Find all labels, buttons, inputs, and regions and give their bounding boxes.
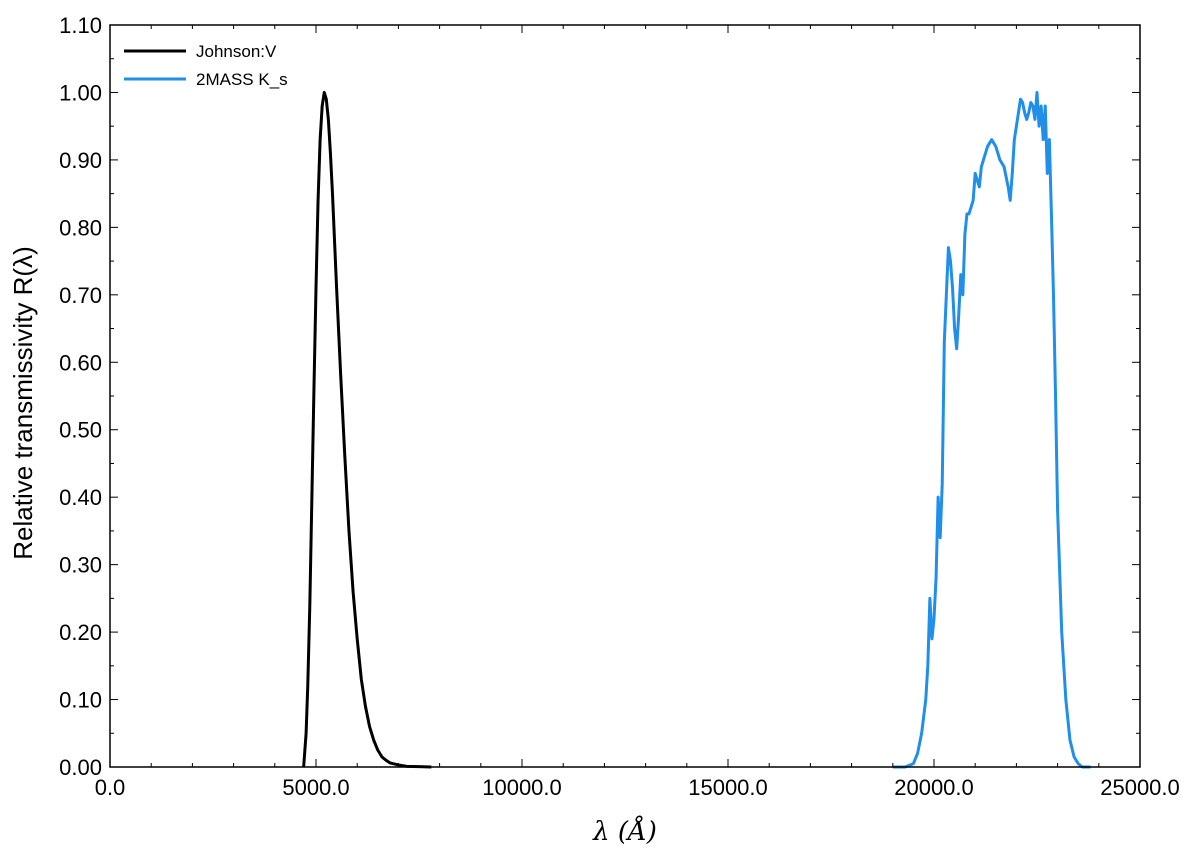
y-tick-label: 0.40 [59,485,102,510]
x-tick-label: 0.0 [95,775,126,800]
x-axis-title: λ (Å) [592,815,657,847]
x-tick-label: 5000.0 [282,775,349,800]
y-tick-label: 0.80 [59,215,102,240]
y-tick-label: 0.60 [59,350,102,375]
y-axis-title: Relative transmissivity R(λ) [8,246,38,560]
y-tick-label: 0.20 [59,620,102,645]
x-tick-label: 15000.0 [688,775,768,800]
x-tick-label: 25000.0 [1100,775,1180,800]
y-tick-label: 1.00 [59,80,102,105]
y-tick-label: 0.90 [59,148,102,173]
series-line-1 [892,90,1091,769]
y-tick-label: 0.00 [59,755,102,780]
legend-label-0: Johnson:V [196,42,277,61]
legend-label-1: 2MASS K_s [196,70,288,89]
y-tick-label: 0.50 [59,418,102,443]
y-tick-label: 0.70 [59,283,102,308]
legend: Johnson:V 2MASS K_s [124,42,288,89]
y-tick-label: 1.10 [59,13,102,38]
y-tick-label: 0.30 [59,553,102,578]
plot-frame [109,24,1141,768]
x-tick-label: 20000.0 [894,775,974,800]
y-tick-label: 0.10 [59,688,102,713]
axis-ticks: 0.0 5000.0 10000.0 15000.0 20000.0 25000.0 0.0… [59,13,1180,800]
plot-marks [302,90,1091,769]
series-line-0 [302,90,432,769]
x-tick-label: 10000.0 [482,775,562,800]
